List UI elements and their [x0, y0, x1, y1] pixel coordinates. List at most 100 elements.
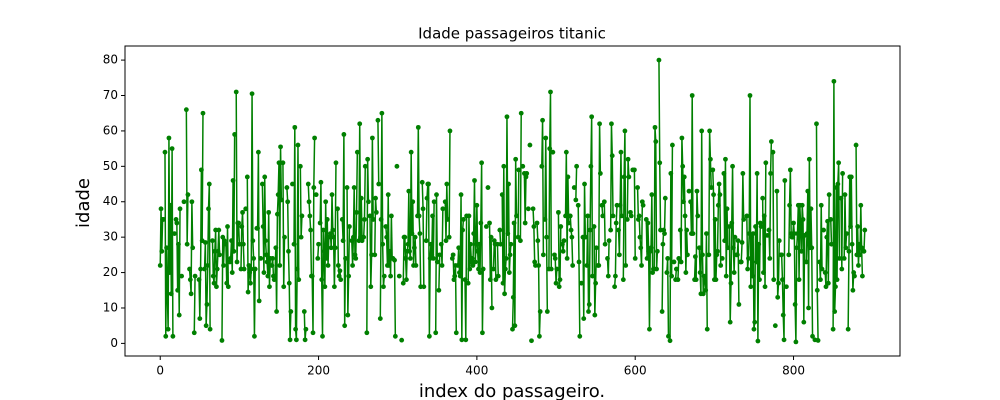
data-point: [782, 178, 788, 183]
data-point: [205, 263, 211, 268]
data-point: [392, 257, 397, 263]
data-point: [530, 206, 536, 212]
y-tick-label: 20: [103, 265, 118, 279]
data-point: [623, 263, 629, 268]
data-point: [543, 135, 549, 141]
data-point: [780, 312, 786, 318]
data-point: [799, 248, 804, 254]
data-point: [660, 241, 666, 247]
data-point: [856, 241, 862, 247]
data-point: [664, 270, 670, 275]
data-point: [244, 174, 250, 180]
data-point: [385, 192, 391, 198]
data-point: [351, 185, 357, 190]
data-point: [274, 211, 280, 217]
data-point: [649, 192, 655, 198]
data-point: [746, 231, 752, 237]
data-point: [602, 241, 608, 247]
data-point: [369, 135, 375, 141]
data-point: [712, 217, 718, 222]
data-point: [177, 206, 183, 212]
data-point: [420, 206, 426, 212]
data-point: [217, 252, 222, 258]
data-point: [430, 256, 436, 261]
data-point: [273, 245, 279, 251]
data-point: [608, 227, 614, 233]
data-point: [508, 241, 514, 247]
data-point: [293, 326, 298, 332]
data-point: [210, 238, 215, 244]
data-point: [469, 256, 475, 261]
data-point: [308, 227, 314, 233]
data-point: [350, 234, 356, 240]
data-point: [263, 238, 268, 244]
data-point: [846, 248, 852, 254]
data-point: [659, 309, 665, 314]
data-point: [190, 245, 196, 251]
data-point: [588, 163, 594, 169]
data-point: [288, 309, 294, 314]
data-point: [560, 248, 566, 254]
data-point: [501, 163, 507, 169]
data-point: [259, 181, 265, 187]
data-point: [817, 259, 823, 265]
data-point: [576, 259, 582, 265]
data-point: [250, 238, 256, 244]
data-point: [818, 277, 823, 283]
data-point: [581, 316, 587, 322]
data-point: [577, 333, 583, 339]
data-point: [762, 284, 768, 290]
data-point: [728, 280, 734, 286]
data-point: [741, 217, 747, 222]
data-point: [690, 231, 696, 237]
data-point: [837, 256, 842, 261]
y-tick-label: 50: [103, 159, 118, 173]
data-point: [447, 128, 453, 134]
data-point: [751, 326, 757, 332]
data-point: [373, 209, 379, 215]
data-point: [203, 323, 209, 329]
data-point: [544, 309, 550, 314]
data-point: [187, 277, 193, 283]
data-point: [320, 333, 325, 339]
data-point: [796, 277, 802, 283]
data-point: [747, 93, 753, 98]
data-point: [548, 266, 554, 272]
data-point: [774, 188, 780, 194]
data-point: [362, 163, 368, 169]
data-point: [626, 174, 632, 180]
data-point: [335, 206, 340, 212]
data-point: [717, 192, 723, 198]
data-point: [266, 209, 272, 215]
data-point: [724, 206, 730, 212]
data-point: [822, 270, 828, 275]
data-point: [354, 149, 360, 155]
data-point: [249, 91, 255, 97]
data-point: [415, 124, 421, 130]
data-point: [803, 259, 809, 265]
data-point: [662, 231, 667, 237]
data-point: [616, 227, 621, 233]
data-point: [711, 192, 716, 198]
data-point: [255, 149, 261, 155]
data-point: [234, 259, 240, 265]
data-point: [159, 248, 165, 254]
data-point: [756, 241, 762, 247]
data-point: [251, 256, 257, 261]
data-point: [439, 263, 445, 268]
data-point: [158, 206, 164, 212]
data-point: [771, 277, 777, 283]
data-point: [842, 192, 848, 198]
data-point: [510, 326, 515, 332]
data-point: [240, 241, 246, 247]
data-point: [459, 337, 465, 343]
y-tick-label: 30: [103, 230, 118, 244]
data-point: [708, 185, 714, 190]
data-point: [689, 93, 695, 98]
data-point: [601, 199, 607, 205]
data-point: [624, 217, 630, 222]
data-point: [200, 110, 206, 116]
data-point: [344, 185, 350, 190]
data-point: [609, 153, 615, 159]
